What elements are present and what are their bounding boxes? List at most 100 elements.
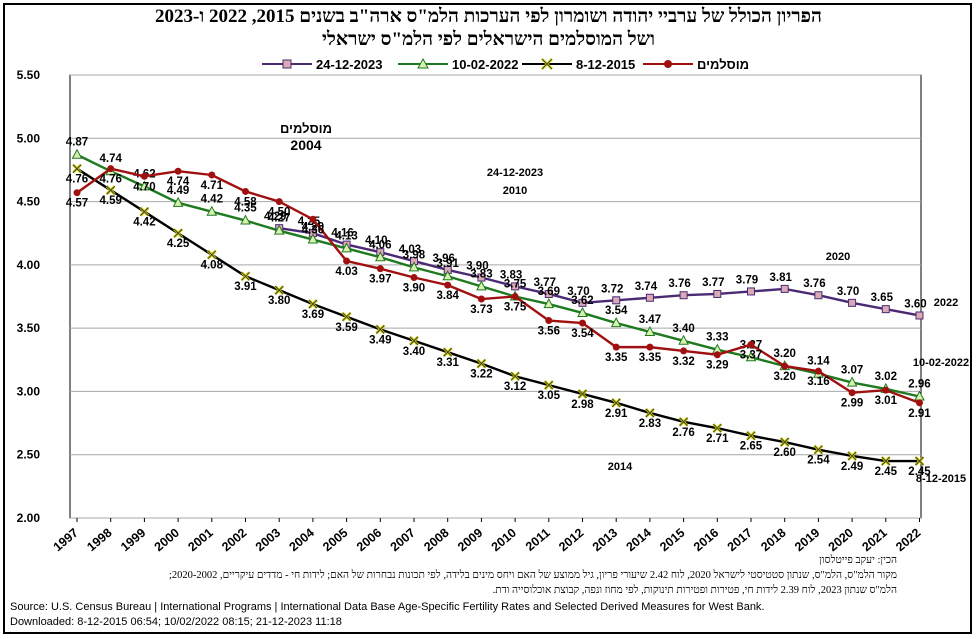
y-tick-label: 4.50 [17,195,41,209]
series-line-0 [279,226,920,317]
point-marker [781,362,789,370]
point-marker [208,171,216,179]
data-label: 3.20 [774,371,796,383]
point-marker [611,397,622,408]
data-label: 4.36 [302,224,324,236]
data-label: 3.35 [605,352,628,364]
point-marker [173,228,184,239]
data-label: 4.74 [100,153,123,165]
series-line-1 [76,153,920,398]
point-marker [881,305,890,314]
data-label: 3.90 [403,283,425,295]
x-tick-label: 2003 [253,526,283,555]
data-label: 4.42 [201,194,223,206]
x-tick-label: 2011 [523,526,553,554]
footer-downloaded: Downloaded: 8-12-2015 06:54; 10/02/2022 … [10,616,342,628]
point-marker [139,206,150,217]
data-label: 2.91 [605,408,628,420]
point-marker [747,287,755,296]
data-label: 2.49 [841,461,863,473]
point-marker [678,334,689,345]
annotation: 10-02-2022 [913,357,969,369]
point-marker [341,311,352,322]
point-marker [814,367,822,375]
point-marker [745,351,757,362]
data-label: 4.35 [234,203,257,215]
data-label: 3.81 [770,272,793,284]
data-label: 3.74 [635,281,658,293]
point-marker [578,298,587,307]
x-tick-label: 2022 [893,526,923,555]
data-label: 3.40 [403,346,425,358]
annotation: 2014 [608,461,633,473]
data-label: 4.87 [66,137,88,149]
point-marker [882,386,890,394]
data-label: 4.50 [268,207,290,219]
data-label: 3.40 [672,323,694,335]
point-marker [442,347,453,358]
data-label: 2.83 [639,418,661,430]
data-label: 2.60 [774,447,796,459]
x-tick-label: 2014 [624,526,654,555]
point-marker [848,298,857,307]
x-tick-label: 2000 [152,526,182,555]
point-marker [510,371,521,382]
data-label: 4.25 [167,238,190,250]
series-line-3 [76,167,920,404]
point-marker [545,317,553,325]
point-marker [577,306,588,317]
point-marker [105,185,116,196]
point-marker [476,280,487,291]
point-marker [71,148,83,159]
data-label: 3.22 [470,369,492,381]
point-marker [680,347,688,355]
data-label: 3.16 [807,376,829,388]
data-label: 3.91 [234,281,257,293]
annotation: 2022 [934,297,958,309]
point-marker [848,389,856,397]
point-marker [814,291,823,300]
annotation: 8-12-2015 [916,473,966,485]
point-marker [307,299,318,310]
data-label: 3.20 [774,348,796,360]
point-marker [240,214,251,225]
annotation: 24-12-2023 [487,167,543,179]
data-label: 4.42 [133,217,155,229]
x-tick-label: 2010 [489,526,519,555]
legend-item-s2: 8-12-2015 [522,53,635,75]
data-label: 4.76 [66,174,88,186]
x-tick-label: 2001 [185,526,215,555]
legend-label-s3: מוסלמים [697,56,750,72]
data-label: 3.96 [433,253,455,265]
point-marker [409,335,419,346]
y-tick-label: 2.50 [17,448,41,462]
footer-source-he-1: מקור הלמ"ס, הלמ"ס, שנתון סטטיסטי לישראל … [169,570,897,581]
data-label: 2.96 [908,378,930,390]
point-marker [341,242,352,253]
data-label: 3.77 [702,277,724,289]
data-label: 3.69 [538,286,560,298]
point-marker [544,289,553,298]
point-marker [274,285,285,296]
annotation: 2010 [503,185,527,197]
point-marker [612,296,621,305]
point-marker [579,319,586,327]
data-label: 4.71 [201,180,224,192]
point-marker [915,311,924,320]
data-label: 3.75 [504,279,527,291]
point-marker [646,343,654,351]
x-tick-label: 2013 [590,526,620,555]
data-label: 4.29 [264,211,286,223]
y-tick-label: 2.00 [17,511,41,525]
point-marker [206,249,217,260]
point-marker [847,451,858,461]
point-marker [343,257,351,265]
data-label: 3.77 [534,277,556,289]
point-marker [139,180,150,191]
data-label: 4.16 [331,228,353,240]
data-label: 3.02 [875,371,897,383]
x-tick-label: 1998 [84,526,114,555]
data-label: 3.54 [571,328,594,340]
point-marker [612,343,620,351]
